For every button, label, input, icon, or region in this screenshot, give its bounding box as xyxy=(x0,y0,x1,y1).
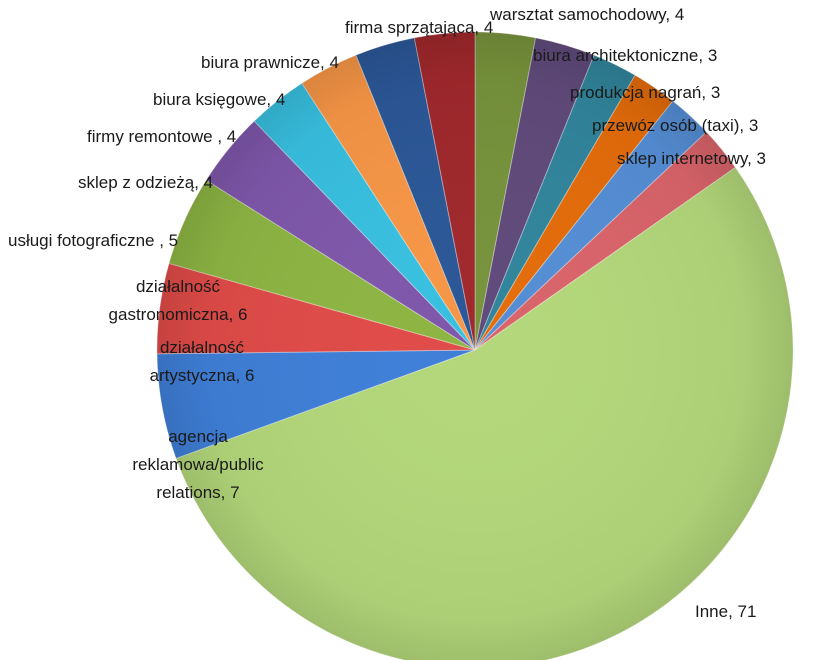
slice-data-label: sklep internetowy, 3 xyxy=(617,149,766,168)
slice-data-label: firma sprzątająca, 4 xyxy=(345,18,493,37)
slice-data-label: produkcja nagrań, 3 xyxy=(570,83,720,102)
slice-data-label: biura prawnicze, 4 xyxy=(201,53,339,72)
slice-data-label: działalność artystyczna, 6 xyxy=(150,338,255,385)
slice-data-label: warsztat samochodowy, 4 xyxy=(489,5,684,24)
slice-data-label: sklep z odzieżą, 4 xyxy=(78,173,213,192)
slice-data-label: firmy remontowe , 4 xyxy=(87,127,236,146)
slice-data-label: działalność gastronomiczna, 6 xyxy=(109,277,248,324)
slice-data-label: agencja reklamowa/public relations, 7 xyxy=(132,427,264,502)
slice-data-label: usługi fotograficzne , 5 xyxy=(8,231,178,250)
slice-data-label: biura księgowe, 4 xyxy=(153,90,285,109)
slice-data-label: przewóz osób (taxi), 3 xyxy=(592,116,758,135)
slice-data-label: Inne, 71 xyxy=(695,602,756,621)
slice-data-label: biura architektoniczne, 3 xyxy=(533,46,717,65)
